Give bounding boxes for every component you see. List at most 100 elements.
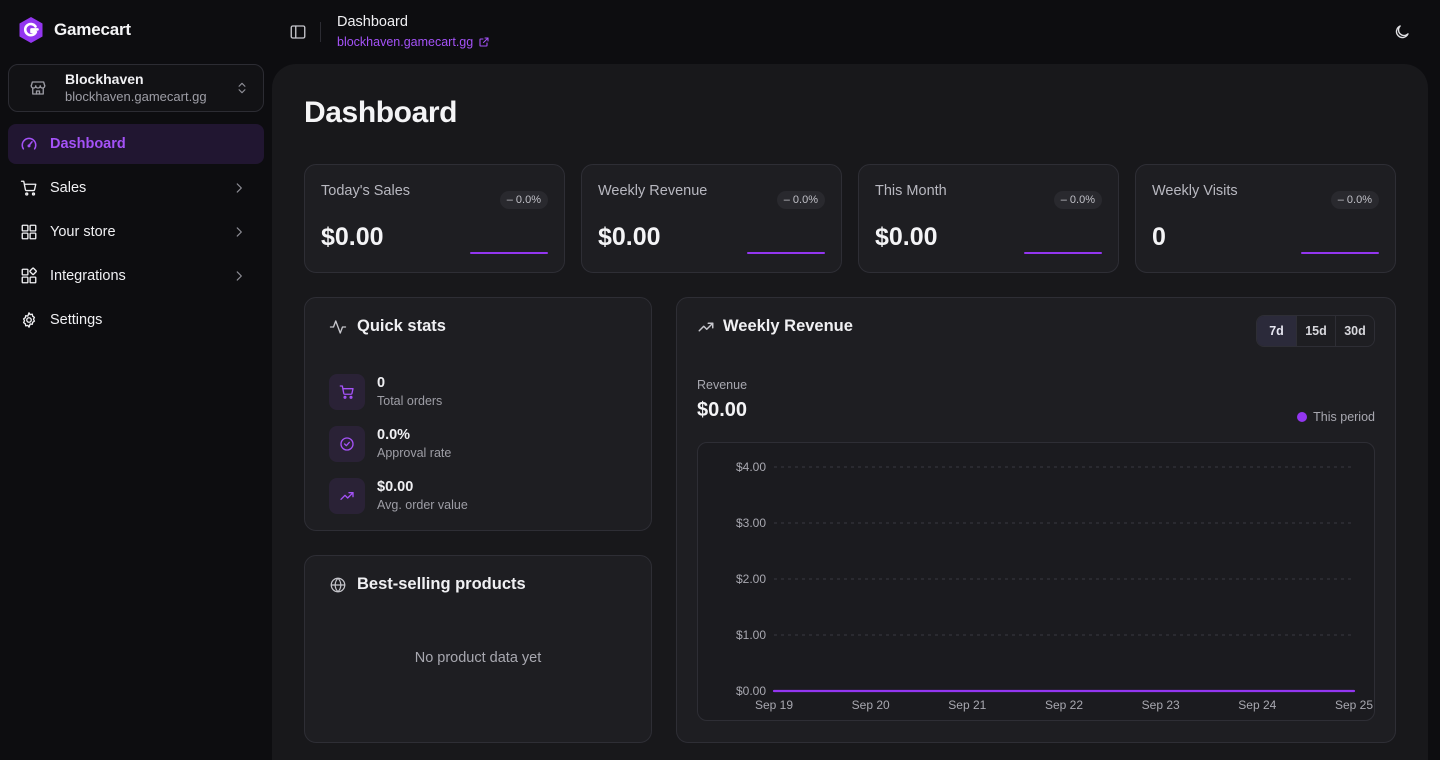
best-selling-title-text: Best-selling products — [357, 575, 526, 593]
stat-change-badge: – 0.0% — [1053, 191, 1102, 209]
gear-icon — [20, 311, 38, 329]
sidebar-item-label: Dashboard — [50, 136, 126, 152]
check-circle-icon — [329, 426, 365, 462]
chevron-right-icon — [232, 181, 246, 195]
range-tab-30d[interactable]: 30d — [1335, 316, 1374, 346]
stat-label: Today's Sales — [321, 183, 411, 199]
sidebar-nav: Dashboard Sales Your store Integratio — [8, 124, 264, 344]
trend-up-icon — [329, 478, 365, 514]
quick-stat-avg-order-value: $0.00 Avg. order value — [329, 478, 468, 514]
y-tick-label: $2.00 — [736, 572, 766, 586]
y-tick-label: $4.00 — [736, 460, 766, 474]
moon-icon[interactable] — [1393, 23, 1411, 41]
brand[interactable]: Gamecart — [18, 16, 131, 44]
sidebar-item-label: Integrations — [50, 268, 126, 284]
x-tick-label: Sep 20 — [852, 698, 890, 712]
stat-value: $0.00 — [598, 223, 661, 251]
empty-state-text: No product data yet — [414, 650, 542, 666]
revenue-chart-svg: $0.00 $1.00 $2.00 $3.00 $4.00 Sep 19 Sep 20 Sep… — [736, 460, 1373, 712]
stat-label: This Month — [875, 183, 947, 199]
quick-stat-value: 0.0% — [377, 427, 411, 444]
quick-stat-value: 0 — [377, 375, 386, 392]
x-tick-label: Sep 23 — [1142, 698, 1180, 712]
y-tick-label: $3.00 — [736, 516, 766, 530]
stat-value: 0 — [1152, 223, 1166, 251]
x-tick-label: Sep 24 — [1238, 698, 1276, 712]
chart-legend: This period — [1297, 410, 1375, 424]
topbar-title: Dashboard — [337, 14, 408, 30]
quick-stat-value: $0.00 — [377, 479, 414, 496]
grid-icon — [20, 223, 38, 241]
store-link[interactable]: blockhaven.gamecart.gg — [337, 35, 490, 49]
sidebar-item-integrations[interactable]: Integrations — [8, 256, 264, 296]
quick-stat-label: Avg. order value — [377, 497, 468, 512]
x-tick-label: Sep 21 — [948, 698, 986, 712]
weekly-revenue-title-text: Weekly Revenue — [723, 317, 853, 335]
sidebar-toggle-icon[interactable] — [289, 23, 307, 41]
sidebar-item-your-store[interactable]: Your store — [8, 212, 264, 252]
chevron-right-icon — [232, 269, 246, 283]
stat-card-weekly-visits: Weekly Visits – 0.0% 0 — [1135, 164, 1396, 273]
weekly-revenue-title: Weekly Revenue — [697, 317, 853, 336]
stat-value: $0.00 — [321, 223, 384, 251]
x-tick-label: Sep 25 — [1335, 698, 1373, 712]
activity-icon — [329, 318, 347, 336]
quick-stat-approval-rate: 0.0% Approval rate — [329, 426, 451, 462]
revenue-label: Revenue — [697, 378, 748, 392]
quick-stat-total-orders: 0 Total orders — [329, 374, 442, 410]
quick-stats-title: Quick stats — [329, 317, 446, 336]
gauge-icon — [20, 135, 38, 153]
sidebar-item-label: Sales — [50, 180, 87, 196]
quick-stats-title-text: Quick stats — [357, 317, 446, 335]
weekly-revenue-card: Weekly Revenue 7d 15d 30d Revenue $0.00 … — [676, 297, 1396, 743]
topbar-divider — [320, 22, 321, 42]
sidebar: Gamecart Blockhaven blockhaven.gamecart.… — [0, 0, 272, 760]
best-selling-title: Best-selling products — [329, 575, 526, 594]
sparkline — [1024, 252, 1102, 254]
quick-stats-card: Quick stats 0 Total orders 0.0% Approval… — [304, 297, 652, 531]
range-tab-15d[interactable]: 15d — [1296, 316, 1335, 346]
range-tab-7d[interactable]: 7d — [1257, 316, 1296, 346]
page-title: Dashboard — [304, 96, 458, 129]
range-tabs: 7d 15d 30d — [1256, 315, 1375, 347]
stat-change-badge: – 0.0% — [1330, 191, 1379, 209]
stat-card-weekly-revenue: Weekly Revenue – 0.0% $0.00 — [581, 164, 842, 273]
legend-label: This period — [1313, 410, 1375, 424]
quick-stat-label: Total orders — [377, 393, 443, 408]
sparkline — [1301, 252, 1379, 254]
trend-up-icon — [697, 318, 715, 336]
revenue-value: $0.00 — [697, 399, 748, 421]
x-tick-label: Sep 22 — [1045, 698, 1083, 712]
stat-label: Weekly Revenue — [598, 183, 708, 199]
gamecart-logo-icon — [18, 16, 44, 44]
legend-dot — [1297, 412, 1308, 422]
stat-label: Weekly Visits — [1152, 183, 1238, 199]
cart-icon — [20, 179, 38, 197]
sidebar-item-sales[interactable]: Sales — [8, 168, 264, 208]
stat-card-todays-sales: Today's Sales – 0.0% $0.00 — [304, 164, 565, 273]
stat-change-badge: – 0.0% — [499, 191, 548, 209]
store-icon — [29, 79, 47, 97]
sparkline — [470, 252, 548, 254]
store-switcher[interactable]: Blockhaven blockhaven.gamecart.gg — [8, 64, 264, 112]
chevron-right-icon — [232, 225, 246, 239]
globe-icon — [329, 576, 347, 594]
sidebar-item-dashboard[interactable]: Dashboard — [8, 124, 264, 164]
sidebar-item-label: Your store — [50, 224, 116, 240]
best-selling-card: Best-selling products No product data ye… — [304, 555, 652, 743]
main-panel: Dashboard Today's Sales – 0.0% $0.00 Wee… — [272, 64, 1428, 760]
sidebar-item-label: Settings — [50, 312, 103, 328]
store-domain: blockhaven.gamecart.gg — [65, 88, 207, 104]
y-tick-label: $0.00 — [736, 684, 766, 698]
app-name: Gamecart — [54, 20, 131, 39]
store-name: Blockhaven — [65, 71, 144, 88]
external-link-icon — [478, 36, 490, 48]
store-link-text: blockhaven.gamecart.gg — [337, 35, 474, 49]
stat-change-badge: – 0.0% — [776, 191, 825, 209]
sidebar-item-settings[interactable]: Settings — [8, 300, 264, 340]
stat-card-this-month: This Month – 0.0% $0.00 — [858, 164, 1119, 273]
chevron-up-down-icon — [235, 81, 249, 95]
integrations-icon — [20, 267, 38, 285]
stat-value: $0.00 — [875, 223, 938, 251]
sparkline — [747, 252, 825, 254]
